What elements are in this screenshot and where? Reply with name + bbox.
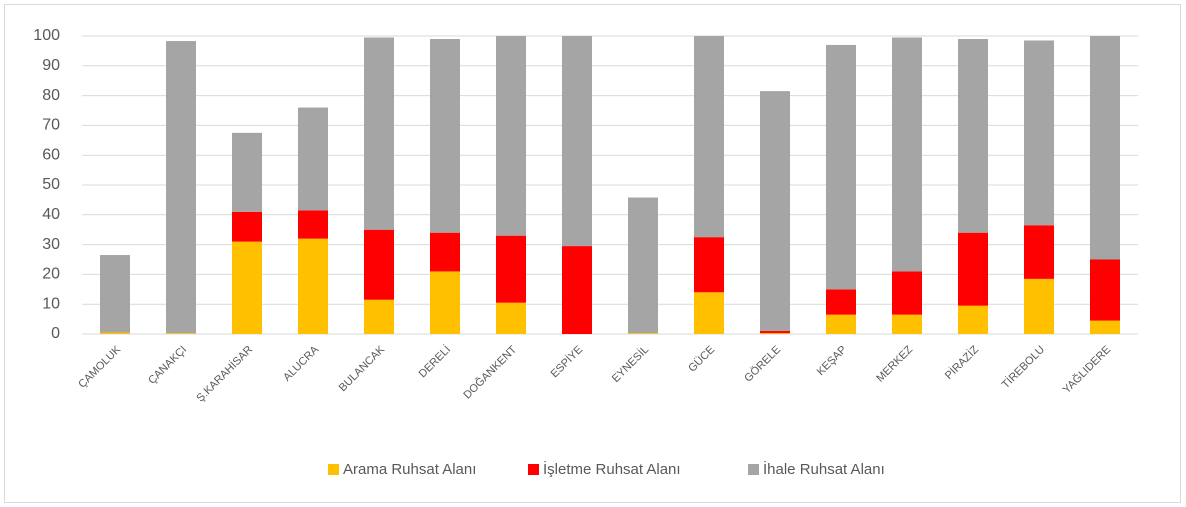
bar-segment — [760, 331, 790, 334]
bar-segment — [100, 255, 130, 333]
bar-segment — [430, 271, 460, 334]
bar-segment — [166, 333, 196, 334]
bar-segment — [562, 246, 592, 334]
bar-segment — [1090, 36, 1120, 260]
bar-segment — [694, 292, 724, 334]
bar-segment — [298, 210, 328, 239]
bar-segment — [826, 44, 856, 290]
bar-segment — [958, 38, 988, 233]
bar-segment — [232, 132, 262, 212]
bar-segment — [562, 36, 592, 247]
bar-segment — [496, 36, 526, 236]
bar-segment — [628, 333, 658, 334]
bar-segment — [166, 41, 196, 334]
y-tick-label: 10 — [42, 295, 60, 312]
bar-segment — [1024, 278, 1054, 334]
bar-segment — [364, 229, 394, 300]
legend-swatch — [748, 464, 759, 475]
bar-segment — [1024, 40, 1054, 226]
bar-segment — [694, 237, 724, 293]
bar-segment — [1090, 320, 1120, 334]
bar-segment — [298, 238, 328, 334]
bar-segment — [364, 37, 394, 230]
bar-segment — [760, 91, 790, 332]
bar-segment — [760, 333, 790, 334]
legend-label: İşletme Ruhsat Alanı — [543, 460, 681, 478]
bar-segment — [892, 314, 922, 334]
bar-segment — [298, 107, 328, 211]
bar-segment — [826, 314, 856, 334]
bar-segment — [1024, 225, 1054, 279]
bar-segment — [826, 289, 856, 315]
legend-label: İhale Ruhsat Alanı — [763, 460, 885, 478]
y-tick-label: 50 — [42, 176, 60, 193]
bar-segment — [496, 235, 526, 303]
y-tick-label: 90 — [42, 57, 60, 74]
y-tick-label: 20 — [42, 266, 60, 283]
bar-segment — [694, 36, 724, 238]
y-tick-label: 80 — [42, 87, 60, 104]
bar-segment — [496, 302, 526, 334]
bar-segment — [232, 211, 262, 242]
legend-swatch — [528, 464, 539, 475]
legend-swatch — [328, 464, 339, 475]
bar-segment — [430, 232, 460, 272]
bar-segment — [364, 299, 394, 334]
legend-label: Arama Ruhsat Alanı — [343, 461, 476, 478]
y-tick-label: 30 — [42, 236, 60, 253]
bar-segment — [232, 241, 262, 334]
y-tick-label: 0 — [51, 325, 60, 342]
y-tick-label: 40 — [42, 206, 60, 223]
y-tick-label: 100 — [33, 27, 60, 44]
bar-segment — [100, 332, 130, 334]
bar-segment — [628, 197, 658, 334]
y-tick-label: 60 — [42, 146, 60, 163]
bar-segment — [958, 232, 988, 306]
bar-segment — [958, 305, 988, 334]
bar-segment — [892, 37, 922, 272]
bar-segment — [1090, 259, 1120, 321]
bar-segment — [430, 38, 460, 233]
y-tick-label: 70 — [42, 117, 60, 134]
bar-segment — [892, 271, 922, 315]
